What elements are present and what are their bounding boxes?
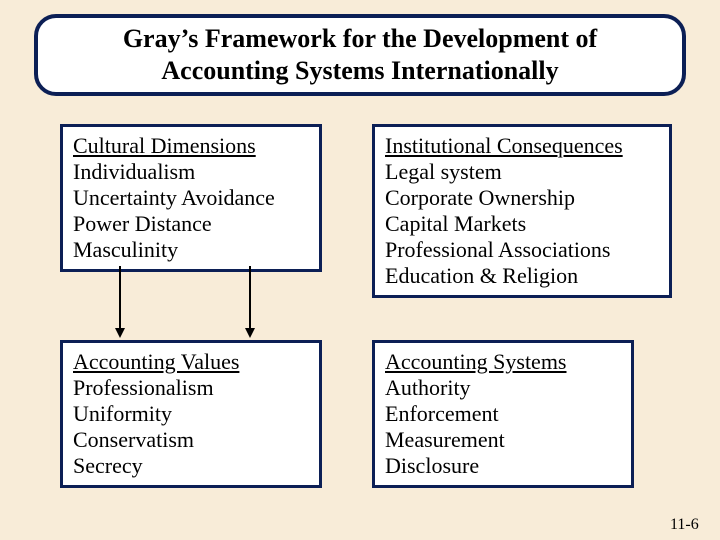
box-heading: Accounting Systems bbox=[385, 349, 621, 375]
box-item: Uncertainty Avoidance bbox=[73, 185, 309, 211]
box-item: Power Distance bbox=[73, 211, 309, 237]
box-item: Uniformity bbox=[73, 401, 309, 427]
box-item: Masculinity bbox=[73, 237, 309, 263]
box-institutional-consequences: Institutional Consequences Legal system … bbox=[372, 124, 672, 298]
title-text: Gray’s Framework for the Development of … bbox=[58, 23, 662, 88]
box-item: Secrecy bbox=[73, 453, 309, 479]
arrow-down-icon bbox=[112, 266, 128, 338]
box-item: Measurement bbox=[385, 427, 621, 453]
box-heading: Cultural Dimensions bbox=[73, 133, 309, 159]
box-item: Conservatism bbox=[73, 427, 309, 453]
box-item: Capital Markets bbox=[385, 211, 659, 237]
box-item: Individualism bbox=[73, 159, 309, 185]
box-item: Corporate Ownership bbox=[385, 185, 659, 211]
box-item: Legal system bbox=[385, 159, 659, 185]
box-accounting-values: Accounting Values Professionalism Unifor… bbox=[60, 340, 322, 488]
box-item: Professionalism bbox=[73, 375, 309, 401]
title-box: Gray’s Framework for the Development of … bbox=[34, 14, 686, 96]
slide: Gray’s Framework for the Development of … bbox=[0, 0, 720, 540]
arrow-down-icon bbox=[242, 266, 258, 338]
box-cultural-dimensions: Cultural Dimensions Individualism Uncert… bbox=[60, 124, 322, 272]
box-item: Disclosure bbox=[385, 453, 621, 479]
box-heading: Institutional Consequences bbox=[385, 133, 659, 159]
box-item: Professional Associations bbox=[385, 237, 659, 263]
box-item: Education & Religion bbox=[385, 263, 659, 289]
box-heading: Accounting Values bbox=[73, 349, 309, 375]
box-accounting-systems: Accounting Systems Authority Enforcement… bbox=[372, 340, 634, 488]
box-item: Enforcement bbox=[385, 401, 621, 427]
box-item: Authority bbox=[385, 375, 621, 401]
page-number: 11-6 bbox=[670, 516, 699, 534]
